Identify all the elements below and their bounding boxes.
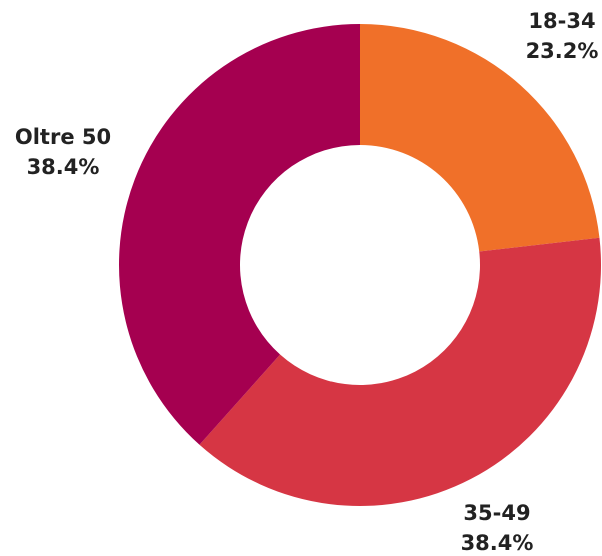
slice xyxy=(360,24,600,252)
slice-label: Oltre 50 xyxy=(15,125,111,149)
slice-value-label: 38.4% xyxy=(27,155,100,179)
slice xyxy=(118,24,360,445)
slice-value-label: 23.2% xyxy=(526,39,599,63)
slice-value-label: 38.4% xyxy=(461,531,534,555)
slice-label: 18-34 xyxy=(528,9,595,33)
slice-label: 35-49 xyxy=(463,501,530,525)
slice xyxy=(199,237,601,507)
